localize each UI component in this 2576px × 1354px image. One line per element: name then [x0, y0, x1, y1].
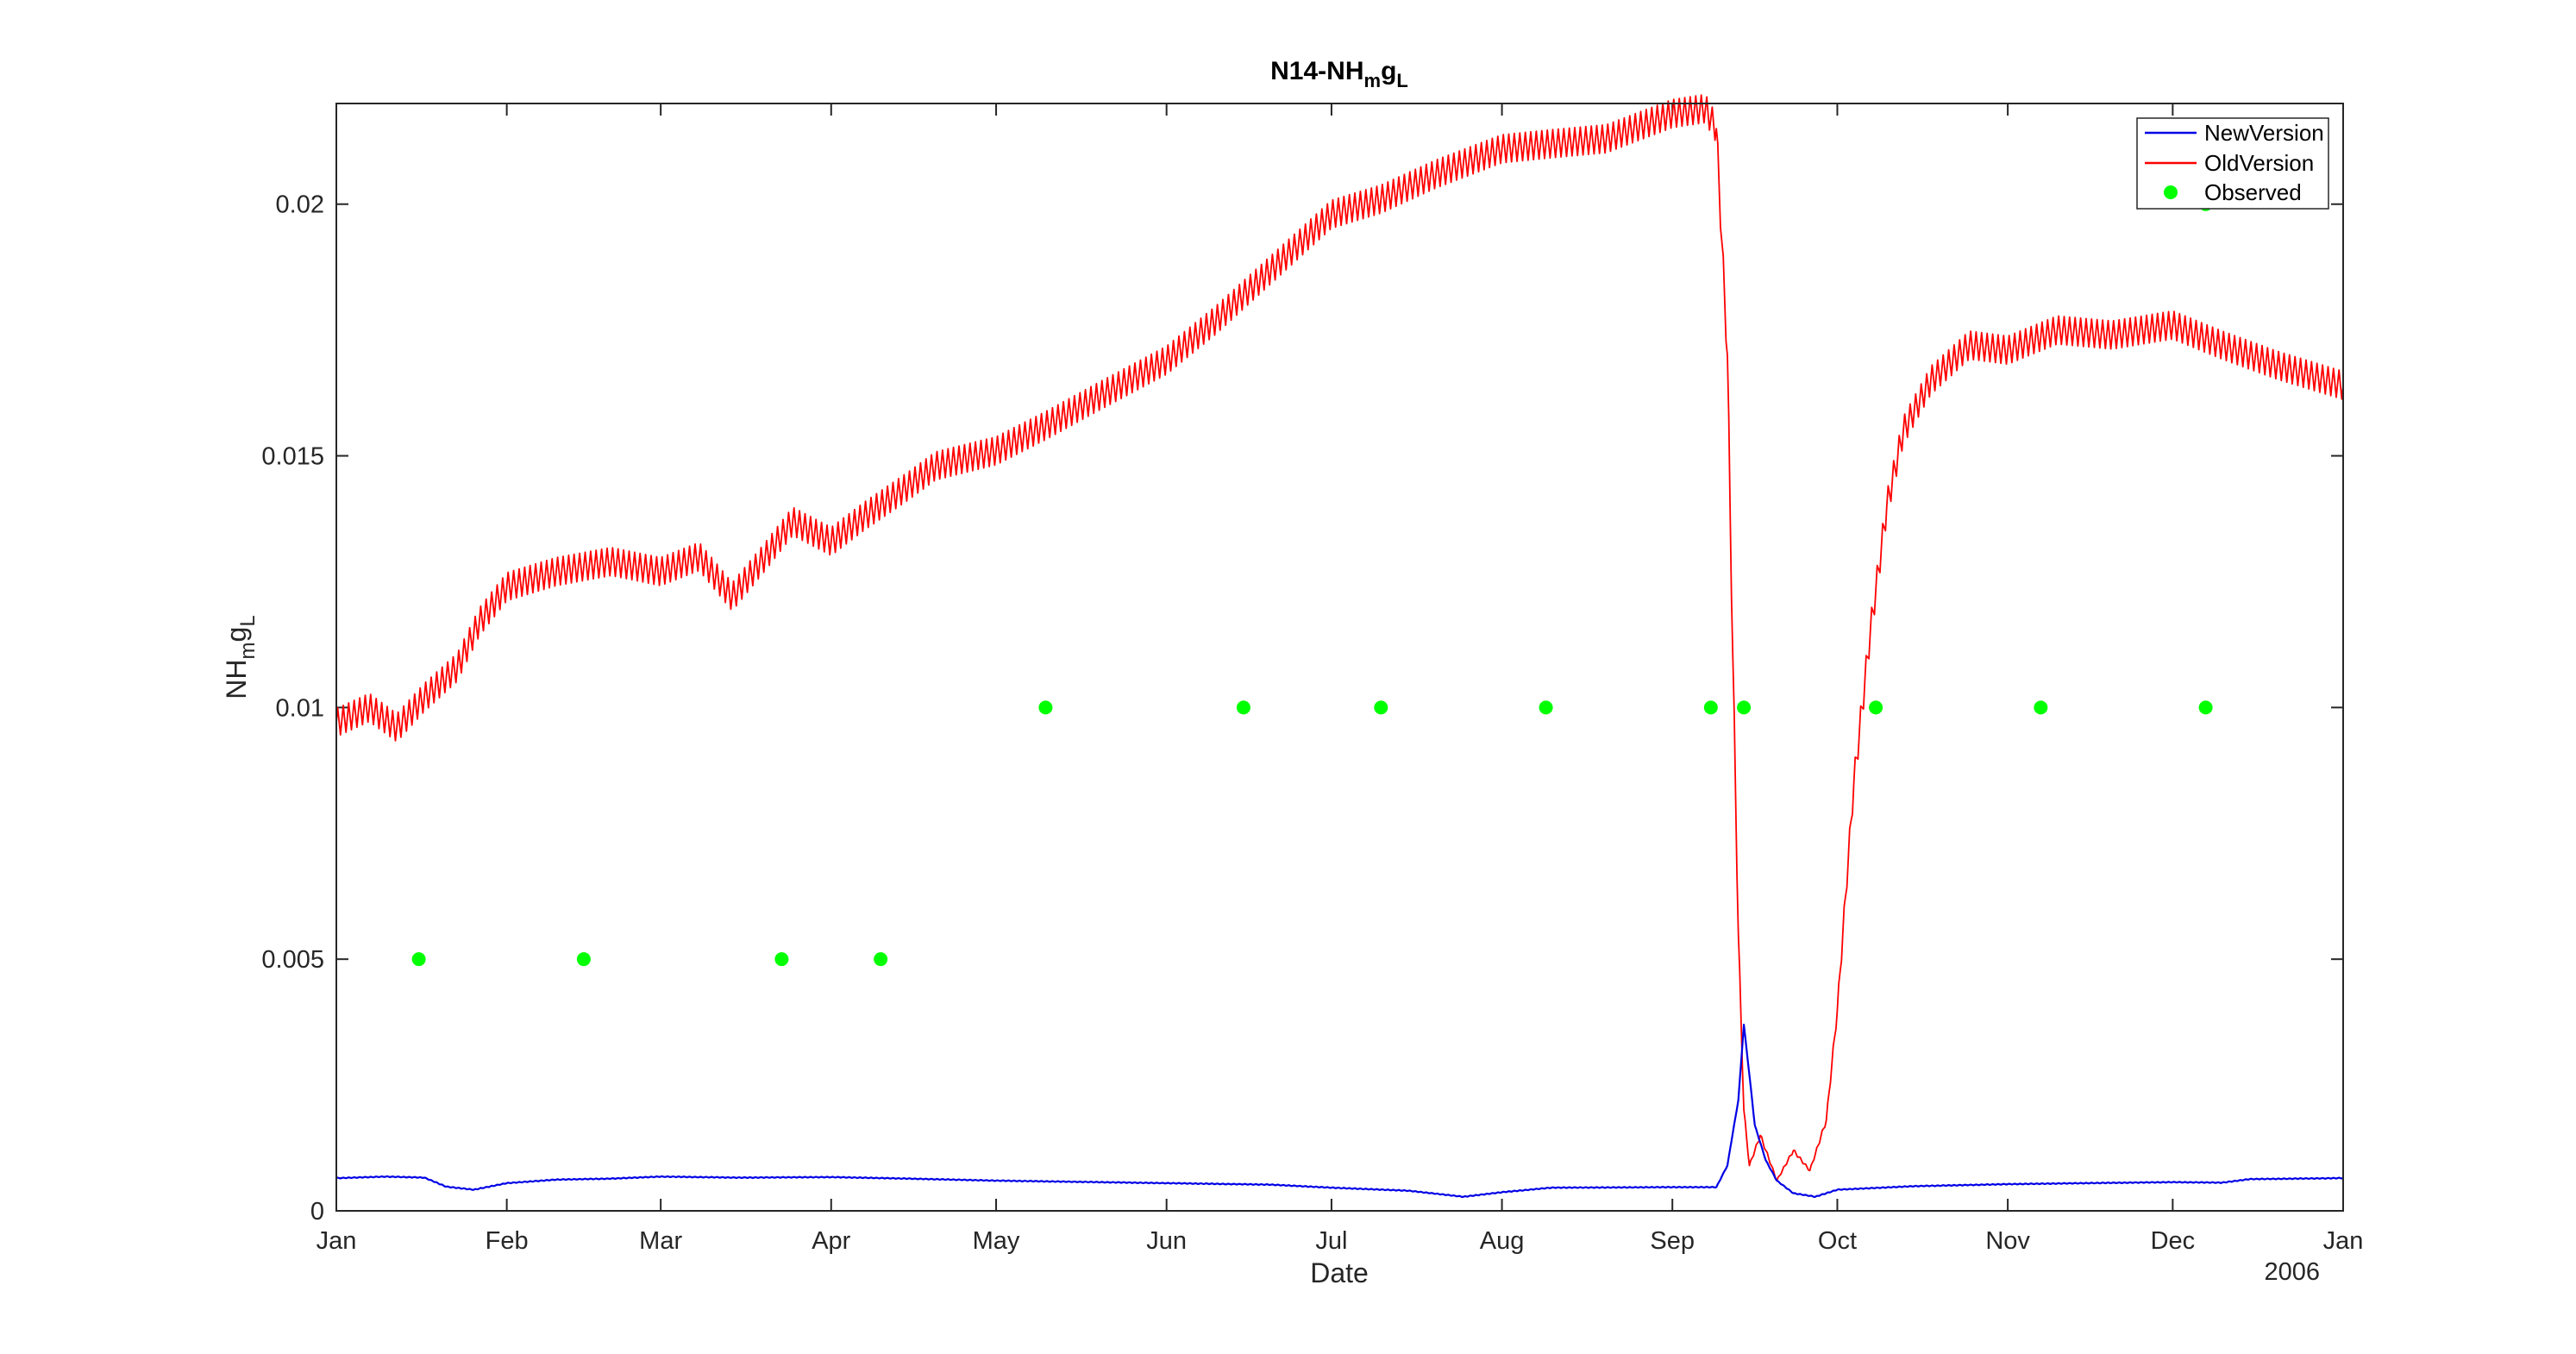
observed-point	[1038, 700, 1053, 715]
plot-area	[336, 103, 2343, 1211]
chart-title-g: g	[1381, 57, 1396, 85]
chart-title-sub-m: m	[1364, 70, 1382, 91]
observed-point	[576, 952, 591, 967]
y-tick-label: 0	[310, 1198, 324, 1225]
y-axis-label-sub-m: m	[236, 642, 260, 659]
y-tick-label: 0.005	[261, 946, 324, 974]
series-line-oldversion	[335, 94, 2344, 1182]
legend: NewVersion OldVersion Observed	[2136, 117, 2329, 210]
chart-title: N14-NHmgL	[1270, 57, 1408, 91]
y-axis-ticks: 0 0.005 0.01 0.015 0.02	[261, 191, 2343, 1225]
plot-frame	[335, 103, 2344, 1212]
x-tick-label: Aug	[1480, 1227, 1525, 1255]
y-axis-label-main: NH	[221, 659, 252, 699]
x-tick-label: May	[973, 1227, 1020, 1255]
x-axis-secondary-label: 2006	[2264, 1258, 2320, 1286]
observed-point	[1374, 700, 1388, 715]
x-tick-label: Jun	[1146, 1227, 1187, 1255]
x-tick-label: Jan	[2323, 1227, 2364, 1255]
y-axis-label-g: g	[221, 627, 252, 643]
y-axis-label-sub-l: L	[236, 615, 260, 626]
x-tick-label: Jul	[1315, 1227, 1347, 1255]
observed-point	[1236, 700, 1250, 715]
legend-label-oldversion: OldVersion	[2204, 150, 2314, 176]
legend-swatch-observed	[2164, 185, 2178, 199]
observed-point	[1539, 700, 1553, 715]
x-axis-ticks: Jan Feb Mar Apr May Jun Jul Aug Sep Oct Nov Dec Jan	[317, 103, 2364, 1255]
x-tick-label: Sep	[1650, 1227, 1695, 1255]
observed-point	[1737, 700, 1752, 715]
chart-title-sub-l: L	[1396, 70, 1407, 91]
x-tick-label: Apr	[812, 1227, 850, 1255]
y-tick-label: 0.02	[276, 191, 324, 219]
observed-point	[411, 952, 426, 967]
x-tick-label: Dec	[2151, 1227, 2196, 1255]
y-tick-label: 0.01	[276, 694, 324, 722]
series-line-newversion	[335, 1024, 2344, 1199]
x-tick-label: Feb	[486, 1227, 529, 1255]
y-tick-label: 0.015	[261, 443, 324, 471]
x-tick-label: Jan	[317, 1227, 357, 1255]
observed-point	[1869, 700, 1883, 715]
y-axis-label: NHmgL	[221, 615, 260, 699]
chart-title-main: N14-NH	[1270, 57, 1363, 85]
x-tick-label: Oct	[1818, 1227, 1857, 1255]
x-axis-label: Date	[1310, 1257, 1369, 1288]
legend-label-observed: Observed	[2204, 179, 2302, 205]
legend-label-newversion: NewVersion	[2204, 120, 2324, 146]
x-tick-label: Mar	[639, 1227, 682, 1255]
observed-point	[1703, 700, 1718, 715]
observed-point	[2198, 700, 2213, 715]
observed-point	[2034, 700, 2048, 715]
observed-point	[874, 952, 888, 967]
observed-point	[774, 952, 789, 967]
series-lines	[335, 94, 2344, 1199]
x-tick-label: Nov	[1985, 1227, 2030, 1255]
